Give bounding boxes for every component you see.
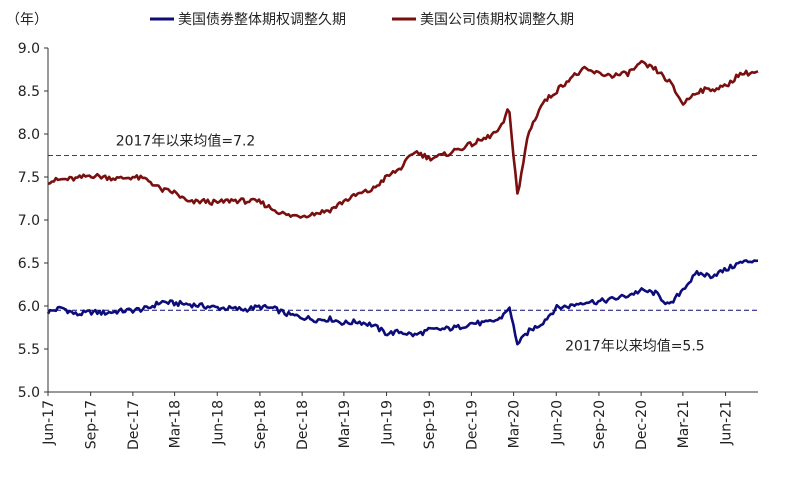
y-unit-label: （年） — [6, 12, 48, 28]
x-tick-labels: Jun-17 Sep-17 Dec-17 Mar-18 Jun-18 Sep-18 Dec-… — [41, 392, 735, 450]
x-tick-label: Mar-21 — [676, 400, 692, 448]
y-tick-labels: 5.0 5.5 6.0 6.5 7.0 7.5 8.0 8.5 9.0 — [18, 41, 48, 401]
y-tick-label: 6.0 — [18, 299, 40, 315]
legend-label-0: 美国债券整体期权调整久期 — [178, 12, 346, 28]
x-tick-label: Sep-17 — [84, 400, 100, 449]
reference-lines: 2017年以来均值=7.2 2017年以来均值=5.5 — [48, 134, 758, 354]
x-tick-label: Mar-20 — [507, 400, 523, 448]
x-tick-label: Jun-20 — [549, 400, 565, 446]
x-tick-label: Sep-18 — [253, 400, 269, 449]
y-tick-label: 5.0 — [18, 385, 40, 401]
series-line-1 — [47, 59, 759, 219]
legend: 美国债券整体期权调整久期 美国公司债期权调整久期 — [150, 12, 574, 28]
x-tick-label: Jun-19 — [380, 400, 396, 446]
x-tick-label: Jun-21 — [719, 400, 735, 446]
x-tick-label: Sep-20 — [592, 400, 608, 449]
series-lines — [46, 59, 759, 346]
y-tick-label: 7.0 — [18, 213, 40, 229]
x-tick-label: Dec-20 — [634, 400, 650, 450]
x-tick-label: Dec-17 — [126, 400, 142, 450]
y-tick-label: 6.5 — [18, 256, 40, 272]
x-tick-label: Mar-19 — [337, 400, 353, 448]
reference-line-label-0: 2017年以来均值=7.2 — [116, 134, 256, 150]
y-tick-label: 8.5 — [18, 84, 40, 100]
y-tick-label: 9.0 — [18, 41, 40, 57]
reference-line-label-1: 2017年以来均值=5.5 — [565, 338, 705, 354]
y-tick-label: 5.5 — [18, 342, 40, 358]
x-tick-label: Dec-19 — [464, 400, 480, 450]
legend-label-1: 美国公司债期权调整久期 — [420, 12, 574, 28]
y-tick-label: 7.5 — [18, 170, 40, 186]
y-tick-label: 8.0 — [18, 127, 40, 143]
x-tick-label: Dec-18 — [295, 400, 311, 450]
series-line-0 — [46, 259, 759, 346]
x-tick-label: Sep-19 — [422, 400, 438, 449]
x-tick-label: Jun-17 — [41, 400, 57, 446]
x-tick-label: Jun-18 — [210, 400, 226, 446]
x-tick-label: Mar-18 — [168, 400, 184, 448]
